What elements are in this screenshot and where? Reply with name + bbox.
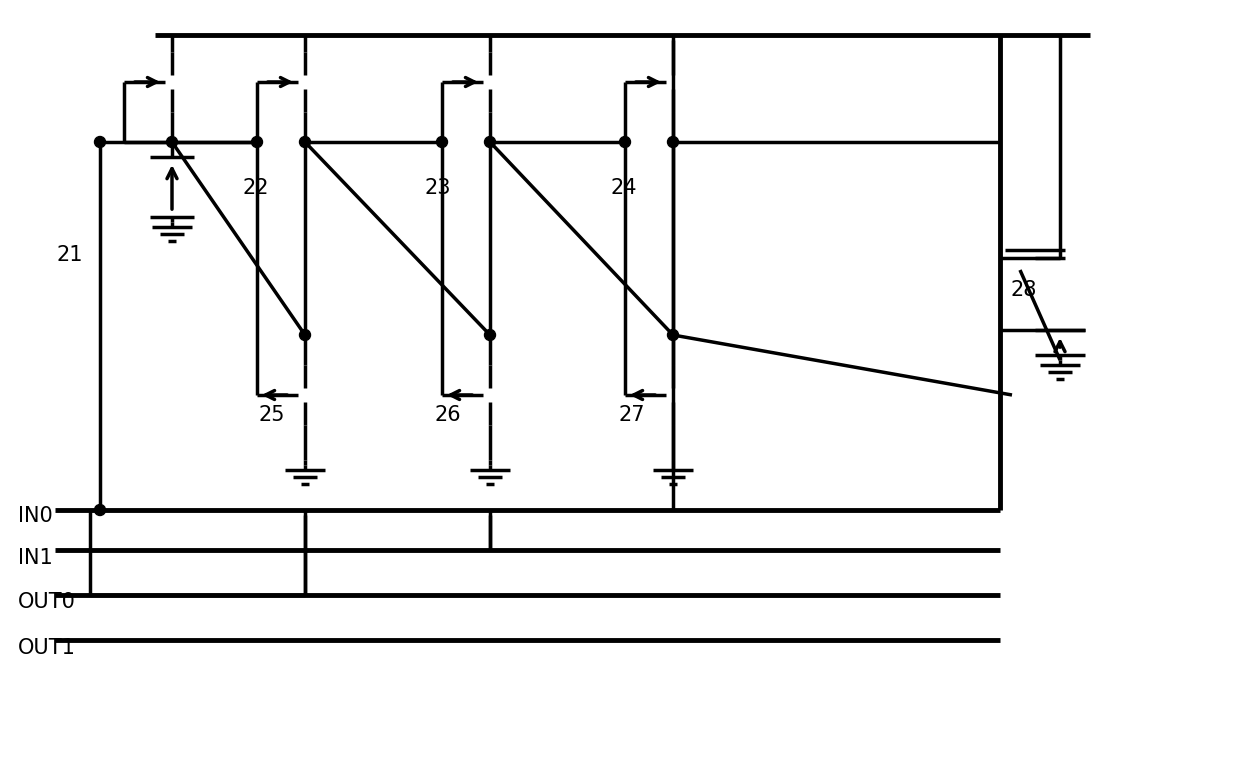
Text: 26: 26 bbox=[435, 405, 461, 425]
Text: IN1: IN1 bbox=[19, 548, 53, 568]
Text: IN0: IN0 bbox=[19, 506, 53, 526]
Text: 23: 23 bbox=[425, 178, 451, 198]
Circle shape bbox=[485, 329, 496, 340]
Circle shape bbox=[300, 329, 310, 340]
Circle shape bbox=[94, 136, 105, 147]
Circle shape bbox=[485, 136, 496, 147]
Text: 24: 24 bbox=[610, 178, 636, 198]
Circle shape bbox=[667, 136, 678, 147]
Text: 22: 22 bbox=[243, 178, 269, 198]
Circle shape bbox=[620, 136, 630, 147]
Text: OUT0: OUT0 bbox=[19, 592, 76, 612]
Circle shape bbox=[436, 136, 448, 147]
Text: 28: 28 bbox=[1011, 280, 1037, 300]
Circle shape bbox=[166, 136, 177, 147]
Circle shape bbox=[252, 136, 263, 147]
Text: 25: 25 bbox=[258, 405, 284, 425]
Text: OUT1: OUT1 bbox=[19, 638, 76, 658]
Text: 27: 27 bbox=[618, 405, 645, 425]
Text: 21: 21 bbox=[57, 245, 83, 265]
Circle shape bbox=[94, 504, 105, 516]
Circle shape bbox=[300, 136, 310, 147]
Circle shape bbox=[667, 329, 678, 340]
